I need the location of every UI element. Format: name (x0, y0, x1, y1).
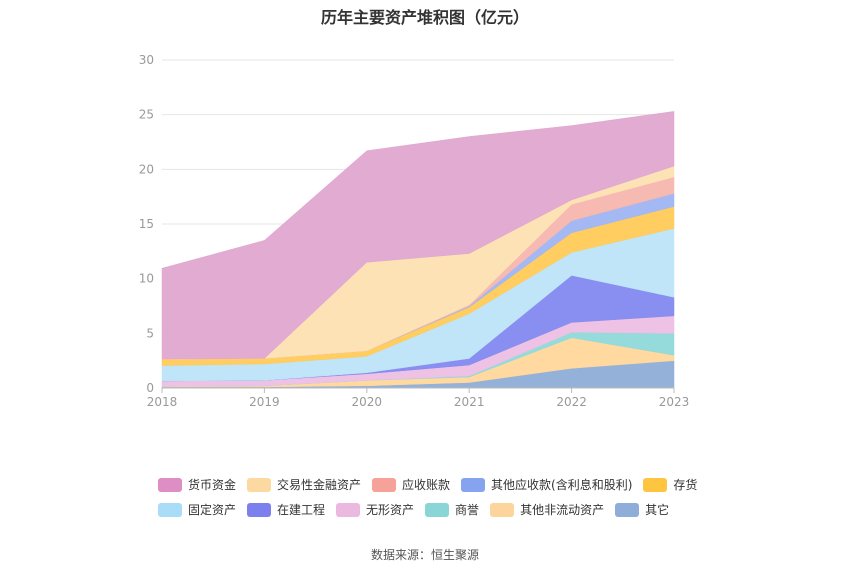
y-tick-label: 15 (139, 217, 154, 231)
legend-swatch (615, 502, 640, 517)
y-tick-label: 0 (146, 381, 154, 395)
x-tick-label: 2019 (249, 395, 280, 409)
legend-item[interactable]: 应收账款 (372, 476, 450, 493)
x-tick-label: 2023 (659, 395, 690, 409)
chart-title: 历年主要资产堆积图（亿元） (320, 8, 529, 27)
legend: 货币资金 交易性金融资产 应收账款 其他应收款(含利息和股利) 存货 固定资产 在建工程 无… (158, 472, 718, 522)
axes: 0 5 10 15 20 25 30 2018 2019 2020 2021 2022 2023 (139, 53, 690, 409)
legend-label: 其它 (645, 503, 670, 517)
legend-swatch (158, 502, 182, 517)
y-tick-label: 30 (139, 53, 154, 67)
x-tick-label: 2020 (352, 395, 383, 409)
legend-item[interactable]: 商誉 (425, 501, 479, 518)
legend-row: 货币资金 交易性金融资产 应收账款 其他应收款(含利息和股利) 存货 (158, 472, 718, 497)
y-tick-label: 5 (146, 326, 154, 340)
legend-swatch (461, 477, 486, 492)
legend-swatch (247, 477, 272, 492)
legend-label: 在建工程 (277, 503, 326, 517)
legend-swatch (336, 502, 361, 517)
data-source-note: 数据来源：恒生聚源 (370, 548, 479, 562)
x-tick-label: 2021 (454, 395, 485, 409)
legend-item[interactable]: 其他应收款(含利息和股利) (461, 476, 632, 493)
legend-item[interactable]: 在建工程 (247, 501, 325, 518)
legend-label: 固定资产 (188, 503, 237, 517)
legend-item[interactable]: 其他非流动资产 (490, 501, 604, 518)
stacked-area-chart: 0 5 10 15 20 25 30 2018 2019 2020 2021 2022 2023 (139, 53, 690, 409)
legend-swatch (425, 502, 450, 517)
legend-label: 货币资金 (188, 478, 237, 492)
legend-label: 商誉 (455, 503, 480, 517)
y-tick-label: 10 (139, 272, 154, 286)
area-货币资金 (161, 111, 675, 360)
y-tick-label: 25 (139, 108, 154, 122)
legend-label: 其他非流动资产 (520, 503, 605, 517)
legend-item[interactable]: 交易性金融资产 (247, 476, 361, 493)
legend-label: 交易性金融资产 (277, 478, 362, 492)
legend-swatch (372, 477, 397, 492)
legend-swatch (158, 477, 182, 492)
x-tick-label: 2018 (147, 395, 178, 409)
legend-item[interactable]: 无形资产 (336, 501, 414, 518)
legend-item[interactable]: 货币资金 (158, 476, 236, 493)
y-tick-label: 20 (139, 162, 154, 176)
legend-label: 应收账款 (402, 478, 451, 492)
legend-item[interactable]: 固定资产 (158, 501, 236, 518)
legend-item[interactable]: 存货 (643, 476, 697, 493)
legend-swatch (490, 502, 515, 517)
area-series (161, 111, 675, 389)
legend-swatch (643, 477, 668, 492)
legend-item[interactable]: 其它 (615, 501, 669, 518)
x-tick-label: 2022 (556, 395, 587, 409)
legend-label: 其他应收款(含利息和股利) (491, 478, 633, 492)
legend-label: 无形资产 (366, 503, 415, 517)
legend-row: 固定资产 在建工程 无形资产 商誉 其他非流动资产 其它 (158, 497, 718, 522)
legend-swatch (247, 502, 272, 517)
legend-label: 存货 (673, 478, 698, 492)
